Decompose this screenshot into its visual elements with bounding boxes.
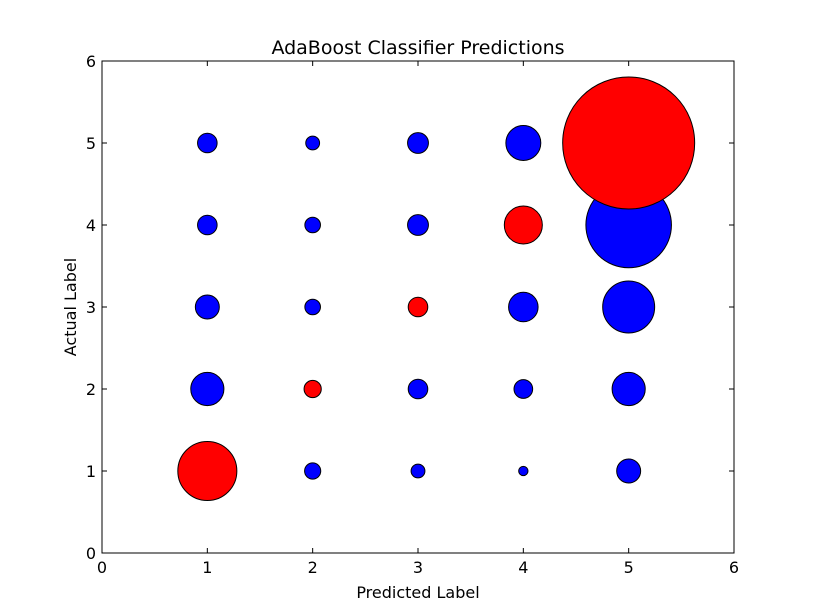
x-tick-label-1: 1 [202, 558, 212, 577]
data-point-pred2-actual2 [303, 379, 322, 399]
x-tick-label-3: 3 [413, 558, 423, 577]
data-point-pred1-actual2 [190, 371, 225, 407]
data-point-pred2-actual5 [305, 135, 321, 151]
data-point-pred1-actual3 [194, 294, 220, 320]
data-point-pred1-actual5 [197, 132, 218, 154]
data-point-pred2-actual4 [304, 216, 321, 234]
data-point-pred2-actual1 [304, 462, 322, 480]
y-tick-label-0: 0 [86, 544, 96, 563]
points-layer [177, 76, 696, 502]
y-tick-label-1: 1 [86, 462, 96, 481]
data-point-pred1-actual1 [177, 440, 238, 502]
data-point-pred5-actual2 [611, 371, 646, 407]
y-tick-label-5: 5 [86, 134, 96, 153]
data-point-pred4-actual3 [508, 291, 539, 323]
data-point-pred5-actual3 [602, 280, 656, 334]
x-tick-label-6: 6 [729, 558, 739, 577]
data-point-pred5-actual5 [562, 76, 696, 210]
data-point-pred1-actual4 [197, 214, 218, 236]
data-point-pred4-actual2 [513, 379, 534, 399]
y-tick-label-6: 6 [86, 52, 96, 71]
data-point-pred3-actual5 [407, 132, 429, 154]
y-tick-label-3: 3 [86, 298, 96, 317]
y-tick-label-4: 4 [86, 216, 96, 235]
y-axis-label: Actual Label [61, 258, 80, 356]
x-tick-label-2: 2 [308, 558, 318, 577]
x-axis-label: Predicted Label [356, 583, 479, 602]
x-tick-label-0: 0 [97, 558, 107, 577]
data-point-pred3-actual2 [407, 378, 429, 400]
x-tick-label-4: 4 [518, 558, 528, 577]
data-point-pred3-actual3 [407, 296, 429, 318]
ticks-layer: 0 1 2 3 4 5 6 0 1 2 3 4 5 6 [86, 52, 739, 577]
x-tick-label-5: 5 [624, 558, 634, 577]
y-tick-label-2: 2 [86, 380, 96, 399]
chart-title: AdaBoost Classifier Predictions [271, 37, 564, 59]
data-point-pred2-actual3 [304, 298, 321, 316]
data-point-pred5-actual1 [616, 458, 642, 484]
data-point-pred4-actual1 [518, 465, 529, 477]
data-point-pred3-actual1 [410, 463, 426, 479]
data-point-pred4-actual5 [505, 125, 542, 161]
data-point-pred4-actual4 [503, 205, 543, 245]
data-point-pred3-actual4 [407, 214, 429, 236]
